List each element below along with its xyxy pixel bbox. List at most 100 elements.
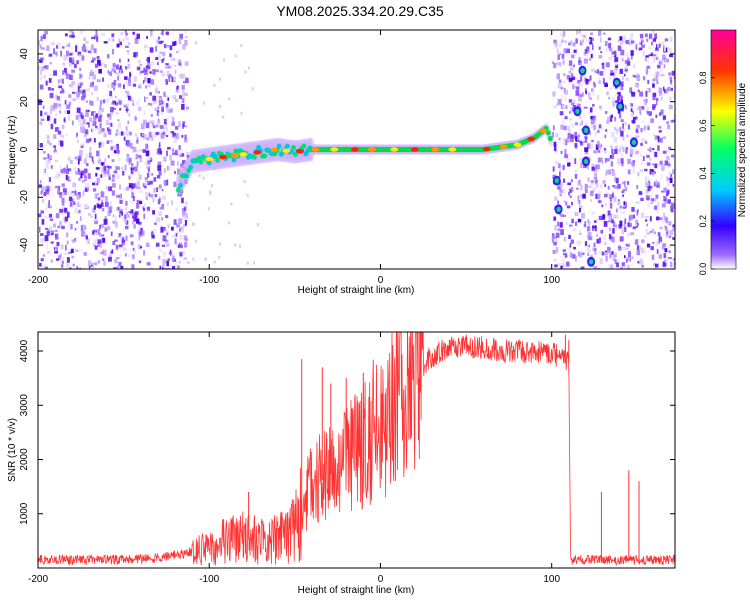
noise-cell xyxy=(69,57,72,63)
noise-cell xyxy=(170,108,173,113)
noise-cell xyxy=(660,190,664,193)
noise-cell xyxy=(181,104,185,110)
noise-cell xyxy=(598,55,603,59)
noise-cell xyxy=(222,115,225,119)
noise-cell xyxy=(588,185,592,188)
noise-cell xyxy=(112,241,116,245)
noise-cell xyxy=(558,163,561,169)
noise-cell xyxy=(162,266,164,269)
noise-cell xyxy=(668,146,672,150)
noise-cell xyxy=(126,141,130,147)
noise-cell xyxy=(599,184,603,188)
noise-cell xyxy=(166,201,170,207)
noise-cell xyxy=(118,233,122,238)
noise-cell xyxy=(100,238,103,244)
noise-cell xyxy=(81,180,85,183)
noise-cell xyxy=(87,213,91,216)
noise-cell xyxy=(670,36,673,43)
ridge-peak xyxy=(431,147,440,152)
noise-cell xyxy=(151,234,155,239)
noise-cell xyxy=(145,197,148,201)
noise-cell xyxy=(103,131,105,135)
noise-cell xyxy=(609,194,613,199)
noise-cell xyxy=(144,177,148,183)
noise-cell xyxy=(665,88,668,94)
noise-cell xyxy=(620,152,624,158)
noise-cell xyxy=(128,42,131,45)
noise-cell xyxy=(176,161,179,167)
ridge-peak xyxy=(539,128,548,133)
noise-cell xyxy=(146,166,150,169)
noise-cell xyxy=(630,103,633,107)
noise-cell xyxy=(635,239,639,245)
noise-cell xyxy=(640,142,643,146)
noise-cell xyxy=(155,122,160,128)
noise-cell xyxy=(125,130,130,137)
noise-cell xyxy=(622,146,625,152)
noise-cell xyxy=(633,64,636,68)
noise-cell xyxy=(580,162,583,169)
noise-cell xyxy=(107,70,110,74)
noise-cell xyxy=(664,259,668,262)
noise-cell xyxy=(147,78,151,84)
noise-cell xyxy=(115,133,117,137)
noise-cell xyxy=(75,249,79,253)
noise-cell xyxy=(635,116,638,120)
noise-cell xyxy=(159,100,164,105)
noise-cell xyxy=(572,85,575,90)
noise-cell xyxy=(92,160,95,164)
noise-cell xyxy=(63,117,66,122)
noise-cell xyxy=(673,74,675,80)
noise-cell xyxy=(118,72,121,76)
noise-cell xyxy=(39,44,42,49)
noise-cell xyxy=(622,206,627,209)
noise-cell xyxy=(579,140,582,144)
noise-cell xyxy=(118,214,121,218)
noise-cell xyxy=(111,249,114,254)
noise-cell xyxy=(85,138,90,143)
noise-cell xyxy=(601,204,604,208)
noise-cell xyxy=(663,196,667,202)
noise-cell xyxy=(624,227,627,233)
noise-cell xyxy=(71,31,75,35)
noise-cell xyxy=(45,188,49,195)
noise-cell xyxy=(82,190,85,197)
noise-cell xyxy=(174,64,177,67)
noise-cell xyxy=(565,201,568,206)
noise-cell xyxy=(601,251,605,256)
colorbar-tick-label: 0.4 xyxy=(698,167,708,180)
noise-cell xyxy=(167,224,170,229)
noise-cell xyxy=(597,130,600,133)
noise-cell xyxy=(613,50,617,55)
noise-cell xyxy=(116,195,120,198)
noise-cell xyxy=(138,221,142,225)
noise-cell xyxy=(38,65,41,70)
noise-cell xyxy=(95,113,99,118)
noise-cell xyxy=(644,56,647,62)
noise-cell xyxy=(163,180,168,186)
noise-cell xyxy=(192,222,195,226)
noise-cell xyxy=(114,239,118,242)
noise-cell xyxy=(566,159,569,162)
noise-cell xyxy=(655,194,659,199)
noise-cell xyxy=(118,157,121,162)
noise-cell xyxy=(670,85,674,91)
noise-cell xyxy=(156,217,160,223)
noise-cell xyxy=(98,142,102,146)
noise-cell xyxy=(641,239,645,243)
noise-cell xyxy=(557,228,561,232)
noise-cell xyxy=(99,63,102,67)
noise-cell xyxy=(40,118,45,121)
noise-cell xyxy=(59,192,63,198)
noise-cell xyxy=(58,139,62,145)
noise-cell xyxy=(624,218,627,225)
noise-cell xyxy=(117,83,122,88)
noise-cell xyxy=(79,67,82,71)
noise-cell xyxy=(559,167,561,174)
noise-cell xyxy=(672,237,675,240)
noise-cell xyxy=(155,108,160,111)
noise-cell xyxy=(42,105,45,109)
noise-cell xyxy=(604,83,608,87)
noise-cell xyxy=(587,165,590,170)
noise-cell xyxy=(40,210,44,214)
